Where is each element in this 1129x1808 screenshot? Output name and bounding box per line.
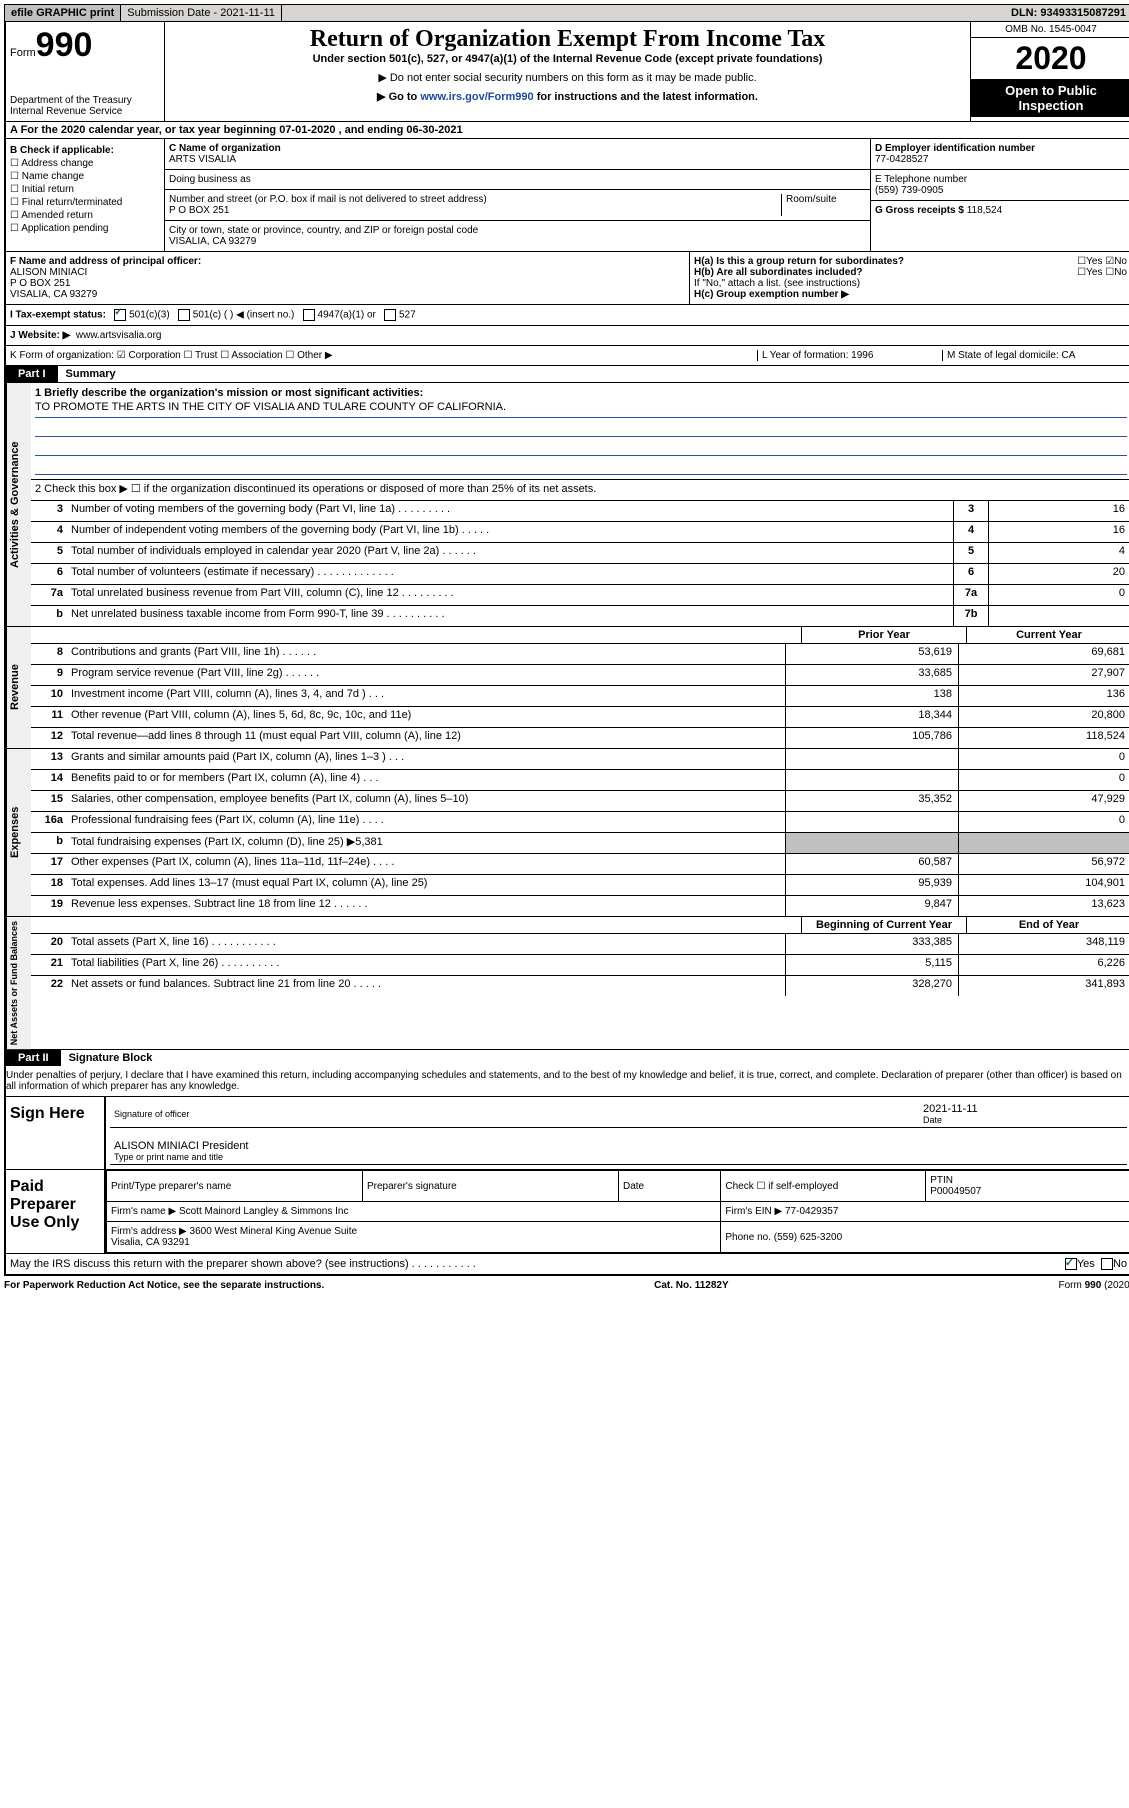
gov-line: 4 Number of independent voting members o…: [31, 522, 1129, 543]
rev-label: Revenue: [6, 627, 31, 748]
discuss-row: May the IRS discuss this return with the…: [6, 1253, 1129, 1274]
submission-date: Submission Date - 2021-11-11: [121, 5, 282, 21]
form-title: Return of Organization Exempt From Incom…: [169, 26, 966, 53]
row-i-taxstatus: I Tax-exempt status: 501(c)(3) 501(c) ( …: [6, 305, 1129, 326]
data-line: 16a Professional fundraising fees (Part …: [31, 812, 1129, 833]
org-city: VISALIA, CA 93279: [169, 236, 866, 247]
row-a-taxyear: A For the 2020 calendar year, or tax yea…: [6, 122, 1129, 139]
sign-here-label: Sign Here: [6, 1097, 106, 1169]
ptin: P00049507: [930, 1186, 981, 1197]
prior-year-hdr: Prior Year: [801, 627, 966, 643]
subtitle-1: Under section 501(c), 527, or 4947(a)(1)…: [169, 53, 966, 65]
gov-line: 6 Total number of volunteers (estimate i…: [31, 564, 1129, 585]
data-line: b Total fundraising expenses (Part IX, c…: [31, 833, 1129, 854]
gov-label: Activities & Governance: [6, 383, 31, 626]
ein: 77-0428527: [875, 154, 1127, 165]
data-line: 17 Other expenses (Part IX, column (A), …: [31, 854, 1129, 875]
gov-line: 5 Total number of individuals employed i…: [31, 543, 1129, 564]
data-line: 19 Revenue less expenses. Subtract line …: [31, 896, 1129, 916]
data-line: 8 Contributions and grants (Part VIII, l…: [31, 644, 1129, 665]
inspection-label: Open to Public Inspection: [971, 79, 1129, 117]
gov-line: b Net unrelated business taxable income …: [31, 606, 1129, 626]
efile-print-btn[interactable]: efile GRAPHIC print: [5, 5, 121, 21]
instructions-link[interactable]: www.irs.gov/Form990: [420, 91, 533, 103]
omb-number: OMB No. 1545-0047: [971, 22, 1129, 38]
data-line: 12 Total revenue—add lines 8 through 11 …: [31, 728, 1129, 748]
data-line: 14 Benefits paid to or for members (Part…: [31, 770, 1129, 791]
subtitle-2: ▶ Do not enter social security numbers o…: [169, 71, 966, 84]
firm-addr: 3600 West Mineral King Avenue Suite: [190, 1226, 358, 1237]
data-line: 9 Program service revenue (Part VIII, li…: [31, 665, 1129, 686]
part1-header: Part I Summary: [6, 366, 1129, 382]
data-line: 18 Total expenses. Add lines 13–17 (must…: [31, 875, 1129, 896]
tax-year: 2020: [971, 38, 1129, 79]
data-line: 21 Total liabilities (Part X, line 26) .…: [31, 955, 1129, 976]
current-year-hdr: Current Year: [966, 627, 1129, 643]
title-box: Return of Organization Exempt From Incom…: [165, 22, 970, 121]
data-line: 15 Salaries, other compensation, employe…: [31, 791, 1129, 812]
mission-text: TO PROMOTE THE ARTS IN THE CITY OF VISAL…: [35, 399, 1127, 418]
na-label: Net Assets or Fund Balances: [6, 917, 31, 1049]
col-d-contact: D Employer identification number 77-0428…: [871, 139, 1129, 251]
phone: (559) 739-0905: [875, 185, 1127, 196]
end-year-hdr: End of Year: [966, 917, 1129, 933]
form-number-box: Form990 Department of the Treasury Inter…: [6, 22, 165, 121]
dept-label: Department of the Treasury Internal Reve…: [10, 95, 160, 117]
begin-year-hdr: Beginning of Current Year: [801, 917, 966, 933]
row-f-officer: F Name and address of principal officer:…: [6, 252, 690, 304]
org-address: P O BOX 251: [169, 205, 781, 216]
data-line: 11 Other revenue (Part VIII, column (A),…: [31, 707, 1129, 728]
gross-receipts: 118,524: [967, 205, 1002, 216]
col-b-checkboxes: B Check if applicable: ☐ Address change …: [6, 139, 165, 251]
org-name: ARTS VISALIA: [169, 154, 866, 165]
firm-phone: (559) 625-3200: [774, 1232, 842, 1243]
mission-block: 1 Briefly describe the organization's mi…: [31, 383, 1129, 479]
firm-ein: 77-0429357: [785, 1206, 838, 1217]
dln: DLN: 93493315087291: [1005, 5, 1129, 21]
row-j-website: J Website: ▶ www.artsvisalia.org: [6, 326, 1129, 346]
paid-preparer-label: Paid Preparer Use Only: [6, 1170, 106, 1253]
data-line: 13 Grants and similar amounts paid (Part…: [31, 749, 1129, 770]
exp-label: Expenses: [6, 749, 31, 916]
gov-line: 7a Total unrelated business revenue from…: [31, 585, 1129, 606]
data-line: 10 Investment income (Part VIII, column …: [31, 686, 1129, 707]
firm-name: Scott Mainord Langley & Simmons Inc: [179, 1206, 349, 1217]
col-c-orginfo: C Name of organization ARTS VISALIA Doin…: [165, 139, 871, 251]
row-h-group: H(a) Is this a group return for subordin…: [690, 252, 1129, 304]
form-container: Form990 Department of the Treasury Inter…: [4, 22, 1129, 1276]
data-line: 22 Net assets or fund balances. Subtract…: [31, 976, 1129, 996]
preparer-table: Print/Type preparer's name Preparer's si…: [106, 1170, 1129, 1253]
website: www.artsvisalia.org: [76, 330, 162, 341]
omb-box: OMB No. 1545-0047 2020 Open to Public In…: [970, 22, 1129, 121]
data-line: 20 Total assets (Part X, line 16) . . . …: [31, 934, 1129, 955]
perjury-text: Under penalties of perjury, I declare th…: [6, 1066, 1129, 1096]
officer-name-title: ALISON MINIACI President: [114, 1140, 1123, 1152]
top-bar: efile GRAPHIC print Submission Date - 20…: [4, 4, 1129, 22]
subtitle-3: ▶ Go to www.irs.gov/Form990 for instruct…: [169, 90, 966, 103]
row-klm: K Form of organization: ☑ Corporation ☐ …: [6, 346, 1129, 366]
gov-line: 3 Number of voting members of the govern…: [31, 501, 1129, 522]
part2-header: Part II Signature Block: [6, 1049, 1129, 1066]
sign-date: 2021-11-11: [923, 1103, 1123, 1115]
footer: For Paperwork Reduction Act Notice, see …: [4, 1276, 1129, 1295]
